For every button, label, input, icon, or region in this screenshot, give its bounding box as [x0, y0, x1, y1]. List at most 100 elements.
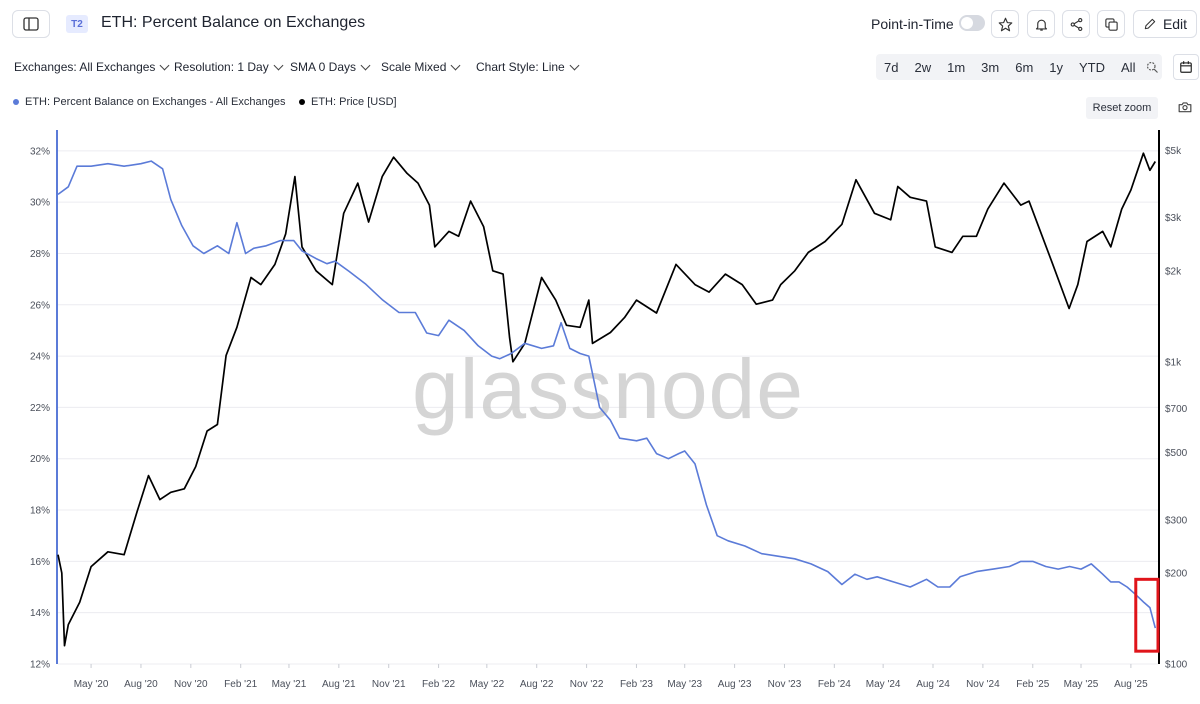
chevron-down-icon — [360, 60, 371, 70]
resolution-label: Resolution: 1 Day — [174, 60, 269, 74]
x-tick-label: May '24 — [866, 679, 901, 690]
range-2w-button[interactable]: 2w — [914, 59, 932, 75]
chevron-down-icon — [569, 60, 580, 70]
star-icon — [998, 17, 1012, 31]
x-tick-label: Nov '24 — [966, 679, 1000, 690]
y-left-tick-label: 18% — [30, 506, 50, 517]
x-tick-label: May '20 — [74, 679, 109, 690]
camera-icon[interactable] — [1176, 99, 1194, 115]
exchanges-label: Exchanges: All Exchanges — [14, 60, 156, 74]
range-7d-button[interactable]: 7d — [884, 59, 899, 75]
range-1m-button[interactable]: 1m — [947, 59, 966, 75]
legend-item-balance[interactable]: ETH: Percent Balance on Exchanges - All … — [13, 96, 285, 108]
chart-grid — [58, 150, 1158, 665]
x-tick-label: Feb '22 — [422, 679, 455, 690]
toggle-knob — [961, 17, 973, 29]
y-left-tick-label: 12% — [30, 660, 50, 671]
y-left-tick-label: 24% — [30, 352, 50, 363]
zoom-search-icon[interactable] — [1143, 56, 1162, 78]
x-tick-label: Aug '21 — [322, 679, 356, 690]
y-right-tick-label: $200 — [1165, 569, 1188, 580]
x-tick-label: Feb '23 — [620, 679, 653, 690]
y-left-tick-label: 14% — [30, 608, 50, 619]
series-line-price — [57, 152, 1157, 647]
duplicate-button[interactable] — [1097, 10, 1125, 38]
x-tick-label: Feb '25 — [1016, 679, 1049, 690]
x-tick-label: Aug '20 — [124, 679, 158, 690]
sma-label: SMA 0 Days — [290, 60, 357, 74]
left-axis-ticks: 32% 30% 28% 26% 24% 22% 20% 18% 16% 14% 12% — [30, 146, 50, 670]
copy-icon — [1104, 17, 1118, 31]
chart-area: 32% 30% 28% 26% 24% 22% 20% 18% 16% 14% 12% $5k $3k… — [30, 130, 1188, 690]
x-tick-label: Nov '20 — [174, 679, 208, 690]
range-1y-button[interactable]: 1y — [1049, 59, 1064, 75]
glassnode-watermark: glassnode — [412, 342, 804, 436]
x-tick-label: May '21 — [272, 679, 307, 690]
edit-button[interactable]: Edit — [1133, 10, 1197, 38]
header-bar: T2 ETH: Percent Balance on Exchanges Poi… — [0, 0, 1200, 48]
exchanges-dropdown[interactable]: Exchanges: All Exchanges — [14, 60, 170, 74]
legend-label-balance: ETH: Percent Balance on Exchanges - All … — [25, 96, 286, 108]
calendar-button[interactable] — [1173, 54, 1199, 80]
y-right-tick-label: $700 — [1165, 404, 1188, 415]
y-left-tick-label: 28% — [30, 249, 50, 260]
y-right-tick-label: $100 — [1165, 660, 1188, 671]
resolution-dropdown[interactable]: Resolution: 1 Day — [174, 60, 284, 74]
y-left-tick-label: 26% — [30, 300, 50, 311]
favorite-button[interactable] — [991, 10, 1019, 38]
chevron-down-icon — [159, 60, 170, 70]
y-left-tick-label: 22% — [30, 403, 50, 414]
legend-item-price[interactable]: ETH: Price [USD] — [299, 96, 397, 108]
legend-dot-balance — [13, 99, 19, 105]
x-tick-label: Nov '21 — [372, 679, 406, 690]
x-tick-label: May '22 — [469, 679, 504, 690]
share-button[interactable] — [1062, 10, 1090, 38]
range-ytd-button[interactable]: YTD — [1079, 59, 1106, 75]
x-tick-label: May '23 — [667, 679, 702, 690]
legend-dot-price — [299, 99, 305, 105]
y-right-tick-label: $2k — [1165, 266, 1182, 277]
x-tick-label: Aug '25 — [1114, 679, 1148, 690]
scale-dropdown[interactable]: Scale Mixed — [381, 60, 461, 74]
chart-style-dropdown[interactable]: Chart Style: Line — [476, 60, 580, 74]
range-3m-button[interactable]: 3m — [981, 59, 1000, 75]
alert-button[interactable] — [1027, 10, 1055, 38]
chart-style-label: Chart Style: Line — [476, 60, 565, 74]
share-icon — [1070, 17, 1082, 31]
sma-dropdown[interactable]: SMA 0 Days — [290, 60, 371, 74]
y-right-tick-label: $5k — [1165, 146, 1182, 157]
page-title: ETH: Percent Balance on Exchanges — [101, 14, 366, 31]
x-tick-label: May '25 — [1064, 679, 1099, 690]
x-tick-label: Feb '21 — [224, 679, 257, 690]
x-tick-label: Aug '23 — [718, 679, 752, 690]
y-left-tick-label: 16% — [30, 557, 50, 568]
y-right-tick-label: $1k — [1165, 357, 1182, 368]
x-tick-label: Aug '22 — [520, 679, 554, 690]
point-in-time-label: Point-in-Time — [871, 16, 954, 32]
series-lines — [57, 152, 1157, 647]
time-range-selector: 7d 2w 1m 3m 6m 1y YTD All — [876, 54, 1162, 80]
legend-label-price: ETH: Price [USD] — [311, 96, 397, 108]
x-tick-label: Aug '24 — [916, 679, 950, 690]
series-line-balance — [57, 160, 1157, 629]
reset-zoom-button[interactable]: Reset zoom — [1086, 97, 1158, 119]
pencil-icon — [1144, 18, 1156, 30]
chevron-down-icon — [450, 60, 461, 70]
tier-badge: T2 — [66, 15, 88, 33]
y-left-tick-label: 30% — [30, 198, 50, 209]
y-right-tick-label: $300 — [1165, 515, 1188, 526]
x-tick-label: Nov '23 — [768, 679, 802, 690]
range-all-button[interactable]: All — [1121, 59, 1136, 75]
x-tick-label: Feb '24 — [818, 679, 851, 690]
calendar-icon — [1180, 61, 1192, 73]
scale-label: Scale Mixed — [381, 60, 447, 74]
y-left-tick-label: 20% — [30, 454, 50, 465]
sidebar-toggle-button[interactable] — [12, 10, 50, 38]
bell-icon — [1035, 19, 1047, 31]
annotations — [1134, 577, 1160, 653]
range-6m-button[interactable]: 6m — [1015, 59, 1034, 75]
y-left-tick-label: 32% — [30, 146, 50, 157]
point-in-time-toggle[interactable] — [959, 15, 985, 31]
y-right-tick-label: $3k — [1165, 213, 1182, 224]
sidebar-icon — [23, 17, 39, 31]
